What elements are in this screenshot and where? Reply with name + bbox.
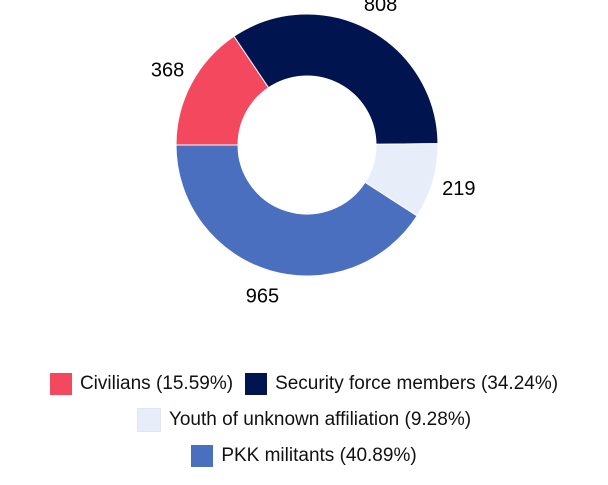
value-label-civilians: 368 xyxy=(151,60,184,82)
legend-swatch-civilians xyxy=(49,373,72,395)
donut-value-labels: 368 808 219 965 xyxy=(151,0,476,308)
legend-label-civilians: Civilians (15.59%) xyxy=(79,373,234,394)
legend-swatch-pkk-militants xyxy=(191,445,214,467)
legend-swatch-youth-unknown xyxy=(136,408,161,432)
donut-slice-security-force-members[interactable] xyxy=(233,13,439,145)
value-label-security-force-members: 808 xyxy=(364,0,397,16)
legend-item-pkk-militants[interactable]: PKK militants (40.89%) xyxy=(191,445,417,467)
donut-slices xyxy=(175,13,439,277)
donut-slice-pkk-militants[interactable] xyxy=(175,144,418,277)
legend-item-security-force-members[interactable]: Security force members (34.24%) xyxy=(245,373,558,395)
legend-row-1: Civilians (15.59%) Security force member… xyxy=(0,372,608,396)
legend-swatch-security-force-members xyxy=(245,373,268,395)
donut-chart: 368 808 219 965 xyxy=(151,0,476,308)
legend-label-pkk-militants: PKK militants (40.89%) xyxy=(221,445,417,466)
legend-row-3: PKK militants (40.89%) xyxy=(0,444,608,468)
legend-label-youth-unknown: Youth of unknown affiliation (9.28%) xyxy=(168,409,472,430)
value-label-youth-unknown: 219 xyxy=(442,178,475,200)
value-label-pkk-militants: 965 xyxy=(246,286,279,308)
chart-legend: Civilians (15.59%) Security force member… xyxy=(0,372,608,480)
legend-item-civilians[interactable]: Civilians (15.59%) xyxy=(49,373,234,395)
legend-item-youth-unknown[interactable]: Youth of unknown affiliation (9.28%) xyxy=(136,408,472,432)
legend-label-security-force-members: Security force members (34.24%) xyxy=(275,373,559,394)
legend-row-2: Youth of unknown affiliation (9.28%) xyxy=(0,408,608,432)
